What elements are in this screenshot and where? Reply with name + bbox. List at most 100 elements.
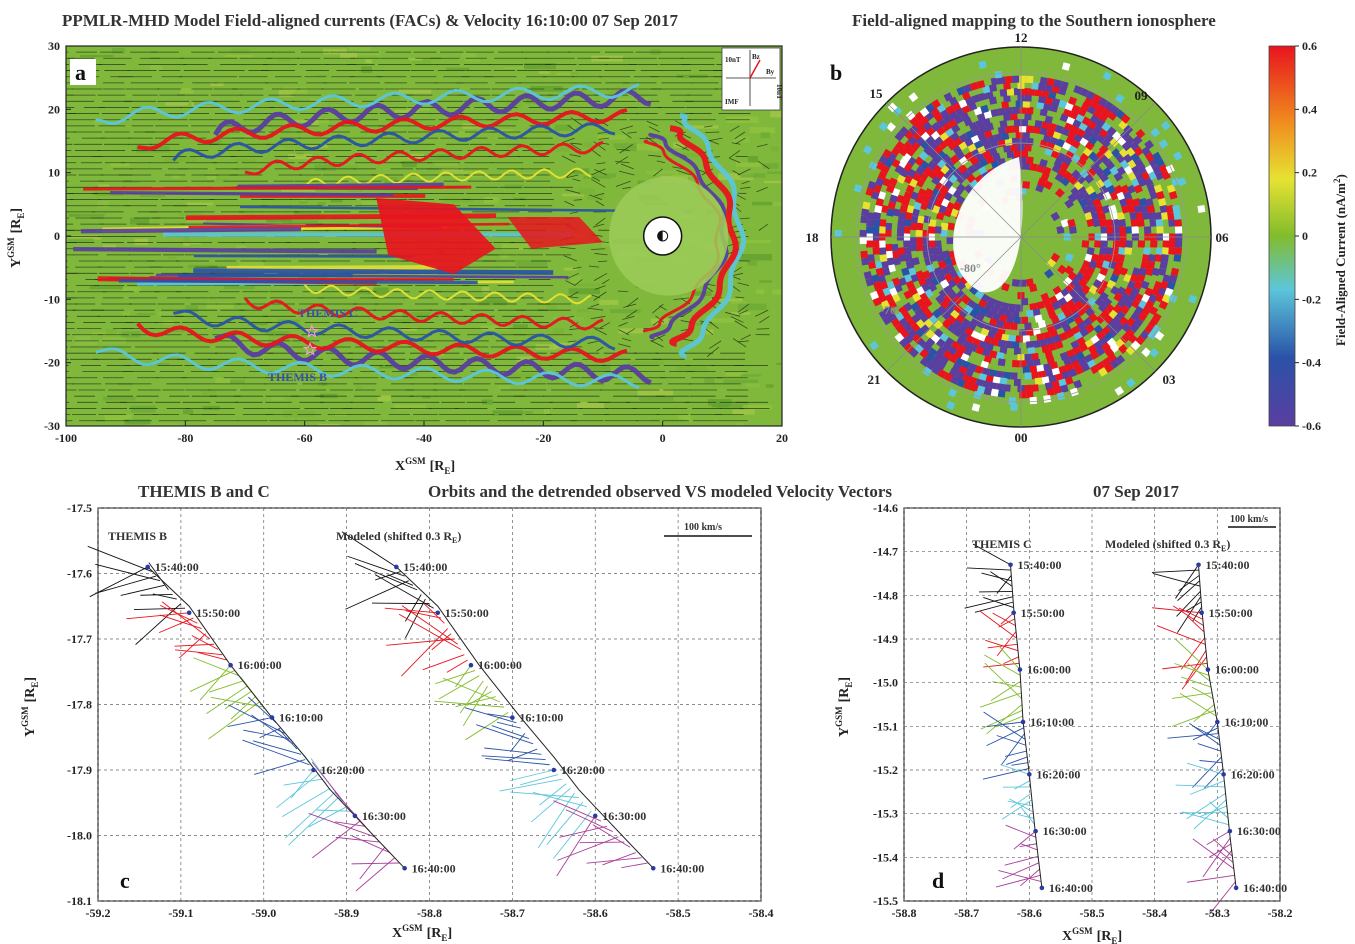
spacecraft-star — [304, 323, 320, 338]
polar-fac-cell — [1024, 94, 1032, 102]
texture-patch — [524, 63, 556, 70]
velocity-vector — [530, 787, 571, 823]
polar-fac-cell — [1043, 102, 1052, 111]
panel-c-modeled-sub: E — [452, 536, 457, 545]
polar-fac-cell — [911, 208, 920, 217]
polar-fac-cell — [1051, 380, 1060, 389]
velocity-vector — [1004, 750, 1027, 757]
velocity-vector — [736, 194, 747, 200]
polar-fac-cell — [1119, 266, 1129, 276]
velocity-vector — [705, 131, 720, 133]
velocity-vector — [422, 654, 465, 671]
texture-patch — [80, 54, 114, 58]
polar-fac-cell — [1029, 302, 1038, 311]
velocity-vector — [335, 821, 365, 827]
y-tick-label: 30 — [48, 39, 60, 53]
texture-patch — [322, 165, 359, 171]
velocity-vector — [574, 279, 583, 286]
velocity-vector — [656, 160, 666, 164]
velocity-vector — [1013, 830, 1036, 850]
svg-text:XGSM[RE]: XGSM [RE] — [395, 456, 455, 476]
polar-fac-cell — [997, 126, 1006, 135]
polar-fac-cell — [877, 274, 887, 283]
polar-fac-cell — [903, 343, 914, 353]
velocity-vector — [621, 862, 648, 869]
velocity-vector — [572, 266, 582, 270]
polar-fac-cell — [859, 229, 867, 238]
polar-fac-cell — [1029, 365, 1038, 374]
polar-fac-cell — [889, 194, 898, 204]
texture-patch — [322, 48, 347, 55]
texture-patch — [423, 154, 459, 161]
velocity-vector — [1193, 725, 1220, 740]
polar-fac-cell — [898, 158, 908, 169]
polar-fac-cell — [1019, 75, 1027, 83]
velocity-vector — [1217, 849, 1234, 864]
polar-fac-cell — [918, 150, 929, 161]
polar-fac-cell — [872, 280, 882, 290]
velocity-vector — [278, 728, 298, 750]
polar-fac-cell — [1044, 381, 1053, 391]
polar-fac-cell — [997, 358, 1006, 367]
polar-fac-cell — [1161, 247, 1170, 255]
polar-fac-cell — [872, 219, 881, 227]
polar-fac-cell — [1079, 327, 1090, 338]
polar-fac-cell — [903, 289, 913, 300]
time-marker-dot — [592, 813, 598, 819]
polar-fac-cell — [884, 243, 893, 252]
polar-radial-line — [886, 236, 1022, 372]
velocity-vector — [996, 735, 1026, 746]
polar-fac-cell — [1026, 75, 1034, 84]
polar-fac-cell — [988, 350, 998, 359]
velocity-vector — [980, 692, 1022, 708]
velocity-vector — [599, 322, 611, 329]
polar-fac-cell — [1129, 211, 1138, 221]
texture-patch — [772, 289, 782, 295]
polar-fac-cell — [894, 332, 905, 343]
polar-fac-cell — [1046, 128, 1055, 138]
velocity-vector — [974, 601, 1014, 613]
polar-fac-cell — [927, 240, 936, 248]
polar-fac-cell — [963, 84, 973, 93]
velocity-vector — [674, 120, 685, 127]
y-tick-label: 10 — [48, 166, 60, 180]
texture-patch — [167, 256, 177, 260]
texture-patch — [330, 199, 343, 203]
polar-fac-cell — [1134, 204, 1143, 214]
velocity-vector — [227, 717, 273, 728]
polar-fac-cell — [903, 218, 912, 227]
panel-a-ylabel-sub: E — [16, 213, 26, 219]
velocity-vector — [621, 338, 632, 342]
texture-patch — [387, 95, 401, 100]
velocity-vector — [618, 322, 628, 327]
texture-patch — [348, 46, 371, 51]
polar-fac-cell — [925, 103, 936, 113]
polar-fac-cell — [1042, 331, 1052, 340]
polar-fac-cell — [1145, 198, 1154, 207]
texture-patch — [206, 302, 234, 309]
velocity-vector — [590, 248, 606, 250]
polar-fac-cell — [892, 257, 901, 266]
polar-fac-cell — [952, 327, 963, 338]
polar-fac-cell — [1056, 391, 1066, 401]
polar-fac-cell — [872, 240, 880, 248]
velocity-vector — [622, 186, 631, 189]
velocity-vector — [1004, 855, 1039, 866]
polar-fac-cell — [1100, 226, 1108, 234]
time-label: 16:30:00 — [1237, 824, 1281, 838]
polar-fac-cell — [1065, 328, 1075, 339]
polar-fac-cell — [1081, 240, 1090, 248]
polar-fac-cell — [902, 141, 913, 151]
velocity-vector — [571, 142, 583, 145]
time-label: 15:50:00 — [1021, 606, 1065, 620]
polar-fac-cell — [1004, 340, 1013, 349]
texture-patch — [636, 143, 668, 151]
polar-fac-cell — [985, 122, 995, 132]
polar-fac-cell — [1006, 88, 1015, 96]
velocity-vector — [646, 136, 658, 145]
polar-fac-cell — [875, 267, 885, 277]
polar-fac-cell — [909, 243, 918, 252]
polar-fac-cell — [1090, 253, 1100, 263]
polar-fac-cell — [1112, 267, 1122, 276]
polar-fac-cell — [1141, 254, 1151, 263]
